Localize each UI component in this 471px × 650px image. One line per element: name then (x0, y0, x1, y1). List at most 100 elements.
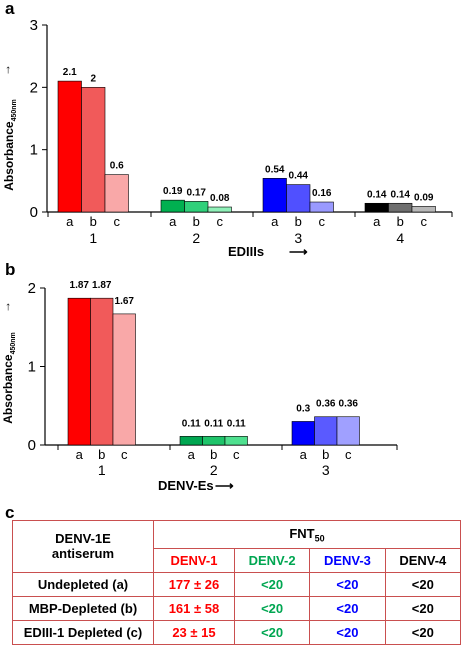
table-row: EDIII-1 Depleted (c) 23 ± 15 <20 <20 <20 (12, 619, 462, 646)
x-category-label: c (114, 214, 121, 229)
bar (184, 201, 209, 213)
row-label: EDIII-1 Depleted (c) (12, 619, 154, 646)
bar (388, 202, 413, 213)
data-label: 0.54 (265, 164, 285, 175)
bar (207, 206, 232, 213)
col-denv1: DENV-1 (153, 547, 235, 573)
data-label: 0.14 (391, 189, 411, 200)
data-label: 1.87 (70, 280, 90, 291)
bar (57, 80, 82, 213)
table-cell: 177 ± 26 (153, 571, 235, 597)
row-label: MBP-Depleted (b) (12, 595, 154, 621)
data-label: 0.08 (210, 193, 230, 204)
x-category-label: a (169, 214, 177, 229)
x-group-label: 1 (98, 462, 106, 478)
x-category-label: c (319, 214, 326, 229)
x-category-label: a (271, 214, 279, 229)
table-header-row: DENV-1E antiserum FNT50 (12, 520, 461, 573)
bar (336, 416, 360, 446)
x-category-label: a (373, 214, 381, 229)
table-cell: <20 (384, 619, 462, 646)
bar (179, 436, 203, 446)
table-cell: <20 (384, 571, 462, 597)
bar (411, 206, 436, 213)
x-category-label: a (76, 447, 84, 462)
data-label: 0.16 (312, 188, 332, 199)
table-cell: <20 (233, 595, 311, 621)
x-category-label: b (322, 447, 329, 462)
y-tick-label: 1 (30, 142, 38, 159)
col-denv2: DENV-2 (233, 547, 311, 573)
data-label: 0.3 (296, 403, 310, 414)
data-label: 1.67 (115, 296, 135, 307)
x-axis-arrow-icon: ⟶ (215, 478, 234, 493)
x-category-label: c (217, 214, 224, 229)
fnt50-table: DENV-1E antiserum FNT50 DENV-1 DENV-2 DE… (12, 520, 462, 646)
data-label: 2.1 (63, 67, 77, 78)
table-column-row: DENV-1 DENV-2 DENV-3 DENV-4 (13, 547, 462, 573)
bar (314, 416, 338, 446)
data-label: 1.87 (92, 280, 112, 291)
x-group-label: 2 (192, 230, 200, 246)
bar (224, 436, 248, 446)
x-category-label: b (98, 447, 105, 462)
x-category-label: b (90, 214, 97, 229)
data-label: 0.14 (367, 189, 387, 200)
bar (262, 178, 287, 213)
x-category-label: b (397, 214, 404, 229)
bar (104, 174, 129, 213)
table-cell: <20 (309, 571, 386, 597)
x-axis-arrow-icon: ⟶ (289, 244, 308, 259)
fnt50-header: FNT50 (153, 520, 461, 549)
x-axis-title: DENV-Es (158, 478, 214, 493)
bar (286, 184, 311, 213)
data-label: 0.36 (316, 399, 336, 410)
data-label: 0.11 (182, 418, 201, 429)
bar (112, 313, 136, 446)
col-denv3: DENV-3 (309, 547, 386, 573)
table-cell: <20 (384, 595, 462, 621)
y-axis-title: Absorbance450nm (1, 332, 17, 424)
y-tick-label: 2 (30, 79, 38, 96)
panel-b-letter: b (5, 260, 15, 279)
x-category-label: a (66, 214, 74, 229)
data-label: 0.11 (204, 418, 223, 429)
panel-a-letter: a (5, 0, 15, 18)
y-tick-label: 2 (28, 280, 36, 297)
data-label: 0.11 (227, 418, 246, 429)
bar (291, 421, 315, 446)
x-category-label: c (421, 214, 428, 229)
data-label: 0.19 (163, 186, 183, 197)
x-category-label: b (193, 214, 200, 229)
table-row: MBP-Depleted (b) 161 ± 58 <20 <20 <20 (12, 595, 462, 621)
bar (364, 202, 389, 213)
y-axis-title: Absorbance450nm (2, 99, 18, 191)
x-category-label: c (345, 447, 352, 462)
x-category-label: c (121, 447, 128, 462)
data-label: 0.36 (339, 399, 359, 410)
data-label: 0.6 (110, 161, 124, 172)
data-label: 0.44 (289, 171, 309, 182)
y-tick-label: 0 (30, 204, 38, 221)
bar (90, 297, 114, 446)
y-tick-label: 0 (28, 437, 36, 454)
bar (81, 87, 106, 213)
bar (309, 201, 334, 213)
table-cell: 161 ± 58 (153, 595, 235, 621)
corner-line1: DENV-1E (55, 531, 111, 547)
table-cell: <20 (309, 619, 386, 646)
y-tick-label: 1 (28, 359, 36, 376)
y-axis-arrow-icon: → (0, 64, 13, 76)
row-label: Undepleted (a) (12, 571, 154, 597)
x-category-label: a (300, 447, 308, 462)
x-category-label: a (188, 447, 196, 462)
fnt-label: FNT (289, 525, 315, 541)
x-axis-title: EDIIIs (228, 244, 264, 259)
x-group-label: 4 (396, 230, 404, 246)
data-label: 0.09 (414, 192, 434, 203)
data-label: 2 (90, 73, 96, 84)
y-tick-label: 3 (30, 17, 38, 34)
panel-c-letter: c (5, 503, 14, 522)
x-category-label: b (210, 447, 217, 462)
